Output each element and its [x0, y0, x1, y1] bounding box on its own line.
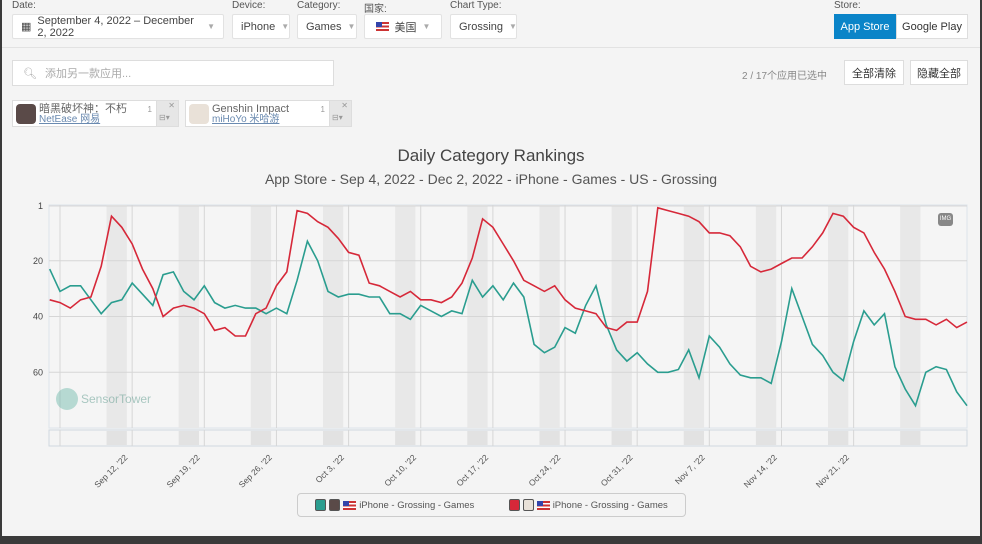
device-dropdown[interactable]: iPhone ▼	[232, 14, 290, 39]
navigator-weekend-band	[467, 431, 488, 445]
divider	[2, 47, 980, 48]
app-name: 暗黑破坏神：不朽	[39, 103, 127, 115]
x-tick-label: Nov 14, '22	[742, 452, 779, 489]
date-value: September 4, 2022 – December 2, 2022	[37, 14, 194, 39]
search-icon: 🔍︎	[23, 67, 37, 80]
navigator-weekend-band	[395, 431, 416, 445]
device-value: iPhone	[241, 20, 276, 33]
chevron-down-icon[interactable]: ⊟▾	[159, 113, 170, 122]
x-tick-label: Oct 3, '22	[313, 452, 346, 485]
navigator-weekend-band	[755, 431, 777, 445]
store-label: Store:	[834, 0, 861, 11]
category-value: Games	[306, 20, 342, 33]
device-label: Device:	[232, 0, 266, 11]
app-icon	[16, 104, 36, 124]
chevron-down-icon: ▼	[422, 22, 431, 31]
us-flag-icon	[375, 22, 389, 31]
legend-item-diablo[interactable]: iPhone - Grossing - Games	[315, 499, 474, 511]
app-chip-controls[interactable]: ✕ ⊟▾	[329, 101, 351, 126]
country-dropdown[interactable]: 美国 ▼	[364, 14, 442, 39]
x-tick-label: Nov 21, '22	[814, 452, 851, 489]
sensortower-watermark: SensorTower	[56, 388, 151, 410]
navigator-weekend-band	[900, 431, 921, 445]
x-tick-label: Sep 12, '22	[92, 452, 129, 489]
chevron-down-icon: ▼	[281, 22, 290, 31]
x-tick-label: Oct 24, '22	[526, 452, 562, 488]
chart-legend: iPhone - Grossing - Games iPhone - Gross…	[297, 493, 686, 517]
country-value: 美国	[394, 21, 417, 34]
navigator-weekend-band	[250, 431, 272, 445]
close-icon[interactable]: ✕	[341, 101, 348, 110]
y-tick-label: 20	[33, 256, 43, 266]
series-line-1	[49, 206, 968, 337]
chart-subtitle: App Store - Sep 4, 2022 - Dec 2, 2022 - …	[264, 171, 718, 187]
chevron-down-icon: ▼	[207, 22, 215, 31]
chart-type-label: Chart Type:	[450, 0, 502, 11]
category-dropdown[interactable]: Games ▼	[297, 14, 357, 39]
app-icon	[329, 499, 341, 511]
export-image-button[interactable]: IMG	[938, 213, 953, 226]
close-icon[interactable]: ✕	[168, 101, 175, 110]
x-tick-label: Oct 10, '22	[382, 452, 418, 488]
navigator-weekend-band	[106, 431, 127, 445]
date-range-picker[interactable]: ▦ September 4, 2022 – December 2, 2022 ▼	[12, 14, 224, 39]
navigator-weekend-band	[322, 431, 344, 445]
series-color-swatch	[315, 499, 327, 511]
chart-title: Daily Category Rankings	[397, 146, 585, 165]
y-tick-label: 1	[38, 201, 43, 211]
x-tick-label: Sep 26, '22	[237, 452, 274, 489]
category-label: Category:	[297, 0, 341, 11]
chevron-down-icon: ▼	[509, 22, 517, 31]
x-tick-label: Oct 31, '22	[599, 452, 635, 488]
app-chip-controls[interactable]: ✕ ⊟▾	[156, 101, 178, 126]
developer-link[interactable]: miHoYo 米哈游	[212, 114, 280, 125]
app-search-input[interactable]: 🔍︎ 添加另一款应用...	[12, 60, 334, 86]
date-label: Date:	[12, 0, 36, 11]
navigator-weekend-band	[828, 431, 849, 445]
x-tick-label: Oct 17, '22	[454, 452, 490, 488]
series-color-swatch	[508, 499, 520, 511]
x-tick-label: Nov 7, '22	[673, 452, 707, 486]
app-icon	[522, 499, 534, 511]
store-google-play-button[interactable]: Google Play	[896, 14, 968, 39]
navigator-weekend-band	[178, 431, 199, 445]
chart-type-dropdown[interactable]: Grossing ▼	[450, 14, 517, 39]
chart-type-value: Grossing	[459, 20, 504, 33]
clear-all-button[interactable]: 全部清除	[844, 60, 904, 85]
app-icon	[189, 104, 209, 124]
apple-icon: 1	[320, 105, 325, 114]
chevron-down-icon[interactable]: ⊟▾	[332, 113, 343, 122]
navigator-weekend-band	[683, 431, 705, 445]
selection-count: 2 / 17个应用已选中	[742, 71, 828, 82]
y-tick-label: 40	[33, 312, 43, 322]
app-chip-genshin[interactable]: Genshin Impact miHoYo 米哈游 1 ✕ ⊟▾	[185, 100, 352, 127]
navigator-strip	[48, 429, 968, 447]
legend-label: iPhone - Grossing - Games	[359, 499, 475, 511]
chevron-down-icon: ▼	[347, 22, 356, 31]
search-placeholder: 添加另一款应用...	[44, 68, 132, 80]
y-tick-label: 60	[33, 367, 43, 377]
navigator-weekend-band	[611, 431, 632, 445]
app-chip-diablo[interactable]: 暗黑破坏神：不朽 NetEase 网易 1 ✕ ⊟▾	[12, 100, 179, 127]
us-flag-icon	[536, 500, 550, 510]
series-line-0	[48, 239, 968, 408]
apple-icon: 1	[147, 105, 152, 114]
legend-item-genshin[interactable]: iPhone - Grossing - Games	[508, 499, 668, 511]
store-app-store-button[interactable]: App Store	[834, 14, 896, 39]
legend-label: iPhone - Grossing - Games	[552, 499, 668, 511]
us-flag-icon	[343, 500, 357, 510]
x-tick-label: Sep 19, '22	[164, 452, 201, 489]
calendar-icon: ▦	[21, 21, 32, 33]
developer-link[interactable]: NetEase 网易	[39, 114, 101, 125]
navigator-weekend-band	[539, 431, 560, 445]
app-name: Genshin Impact	[212, 103, 290, 115]
country-label: 国家:	[364, 4, 387, 15]
hide-all-button[interactable]: 隐藏全部	[910, 60, 968, 85]
